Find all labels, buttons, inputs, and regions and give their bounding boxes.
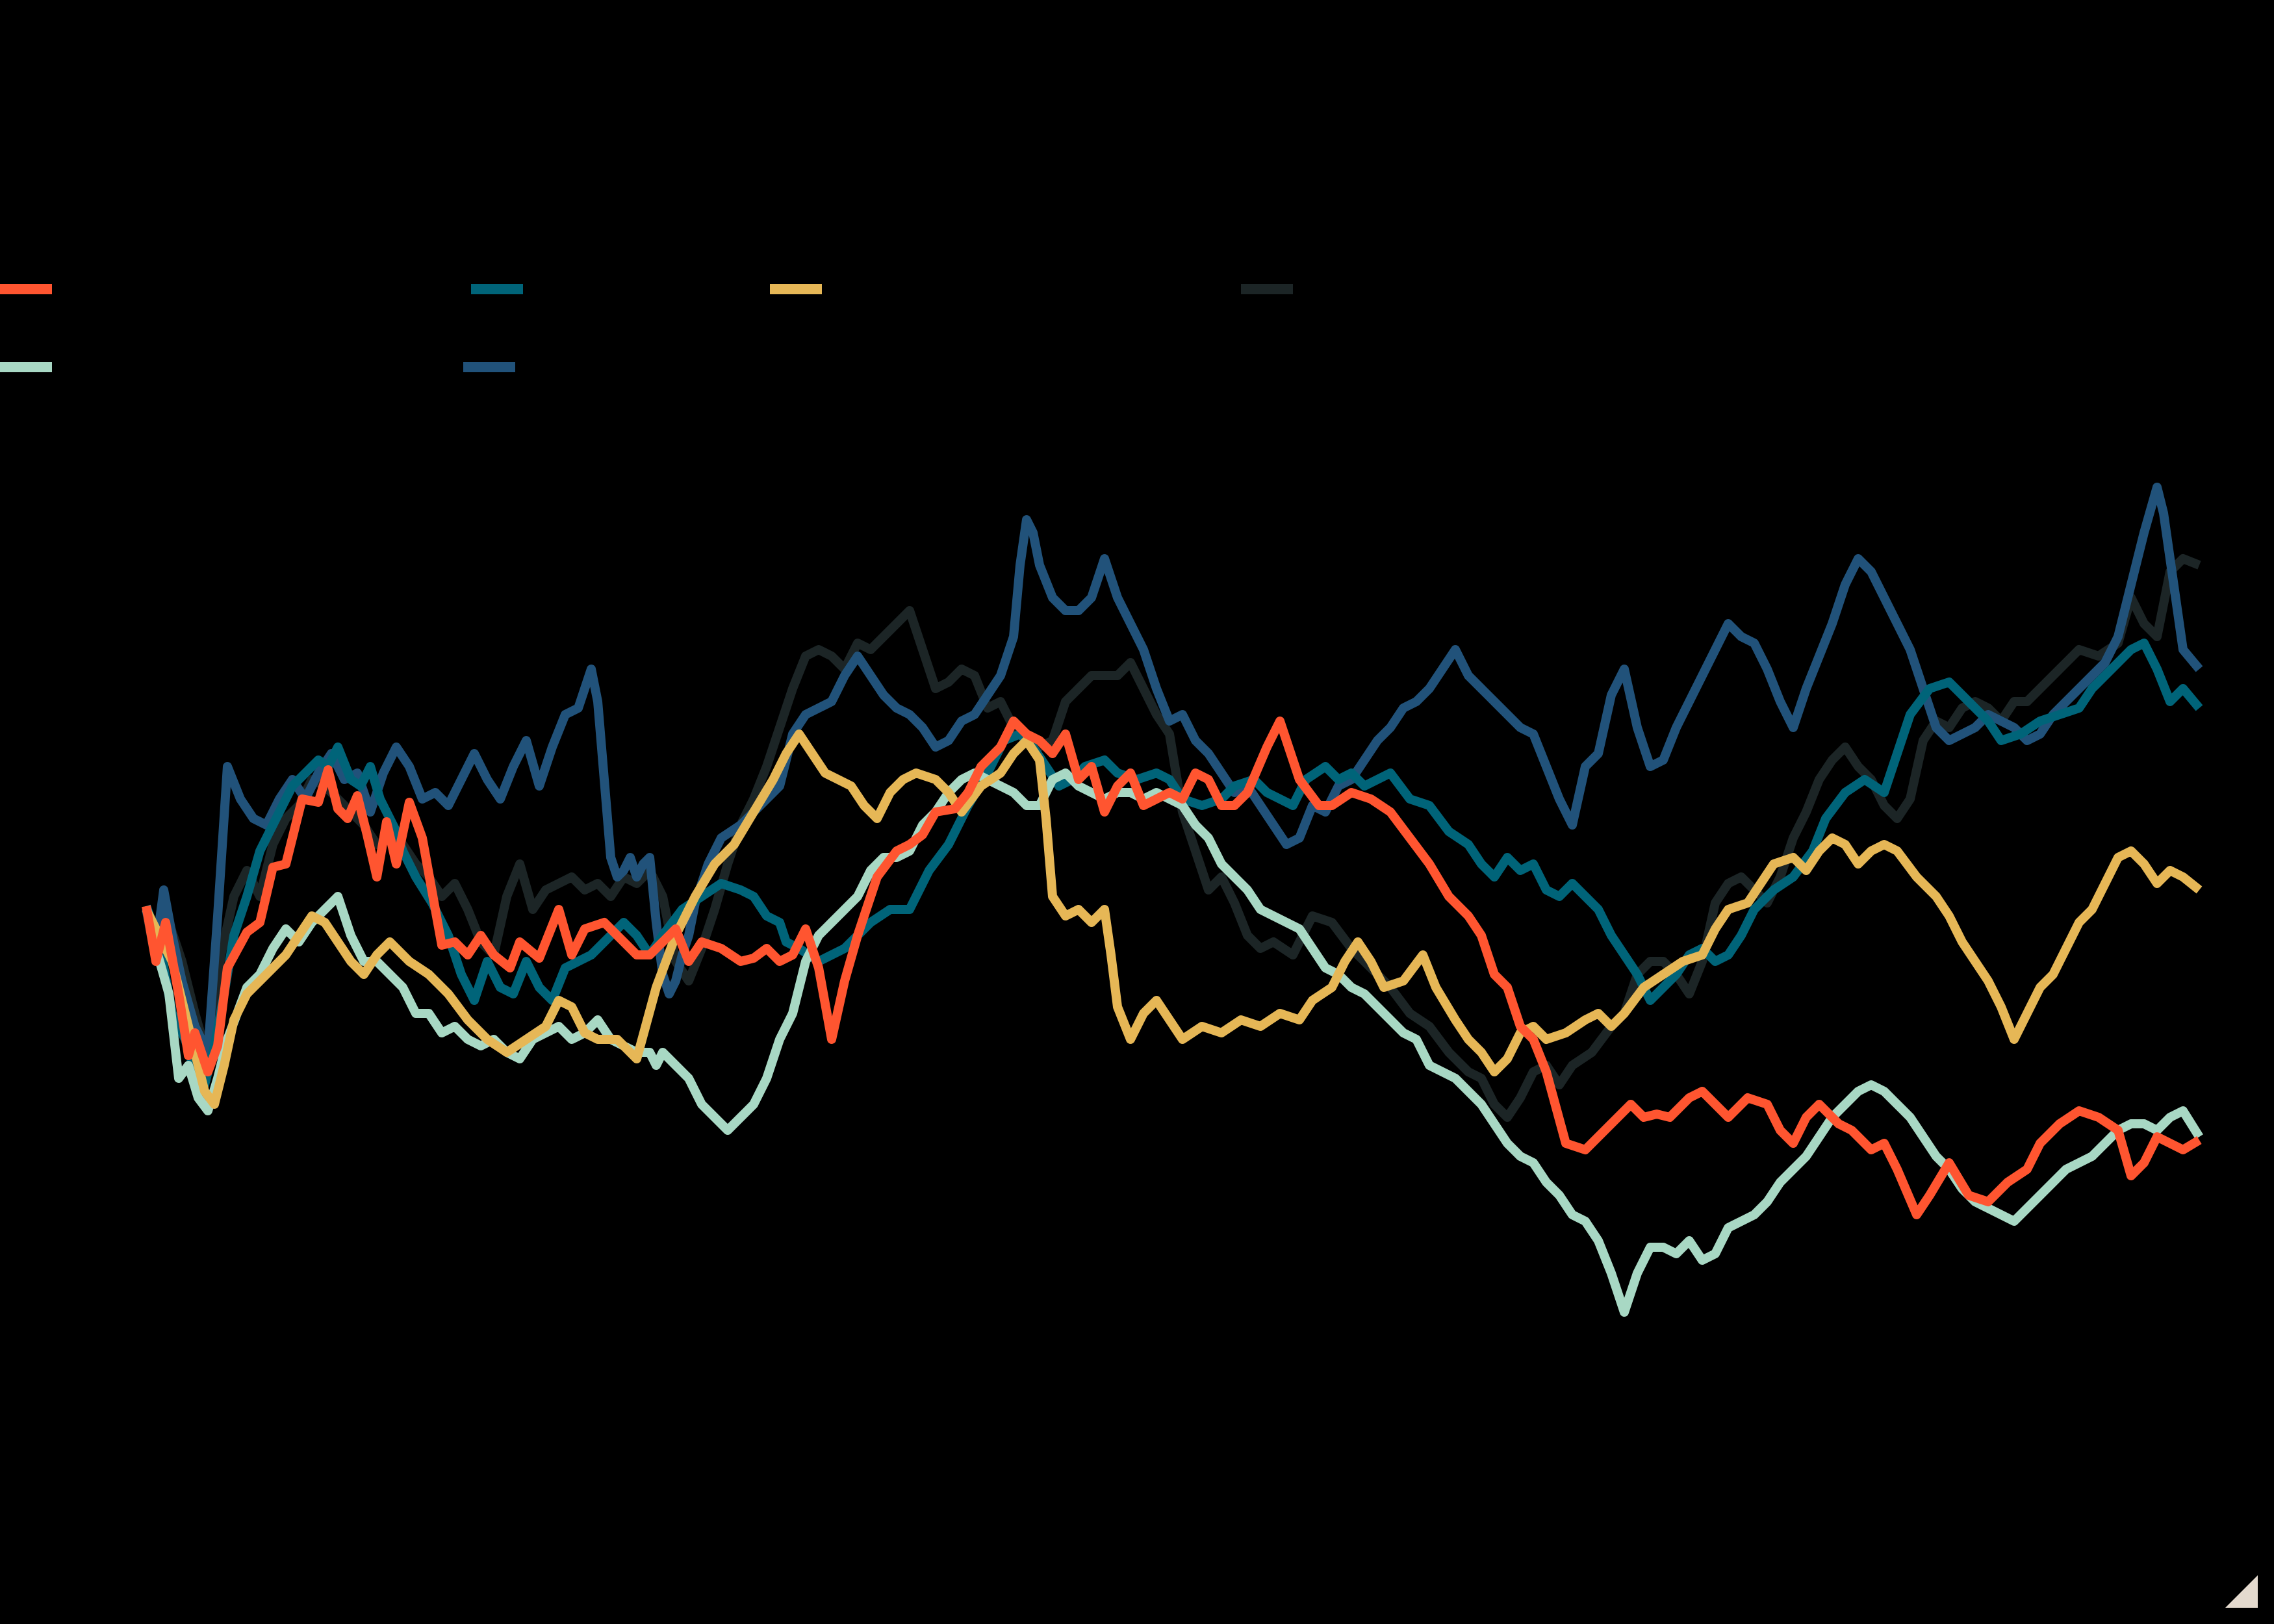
legend-swatch-series-5: [0, 362, 52, 372]
series-2-line: [142, 639, 2203, 1089]
legend-swatch-series-6: [463, 362, 515, 372]
series-1-line: [142, 717, 2202, 1219]
series-lines: [142, 483, 2203, 1317]
legend-swatch-series-3: [770, 284, 822, 294]
legend-swatch-series-2: [471, 284, 523, 294]
series-4-line: [142, 554, 2201, 1122]
series-6-line: [142, 483, 2203, 1057]
legend-swatch-series-4: [1241, 284, 1293, 294]
series-3-line: [142, 730, 2203, 1109]
series-5-line: [142, 768, 2203, 1317]
legend-swatch-series-1: [0, 284, 52, 294]
corner-triangle-icon: [2225, 1575, 2258, 1608]
